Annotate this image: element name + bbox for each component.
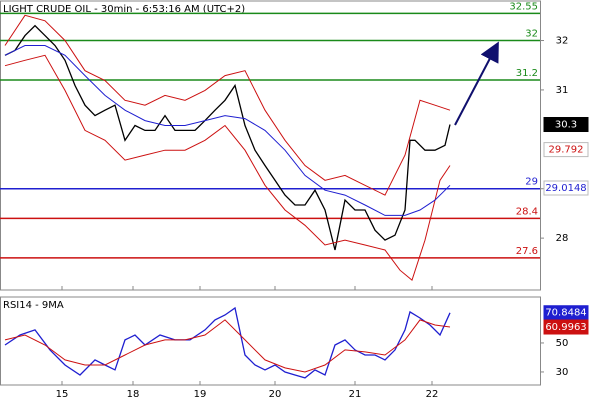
series-line bbox=[4, 14, 451, 196]
level-label: 31.2 bbox=[516, 68, 538, 79]
x-tick-label: 18 bbox=[127, 389, 140, 400]
level-label: 29 bbox=[525, 177, 538, 188]
series-line bbox=[4, 54, 451, 281]
price-badge bbox=[543, 117, 589, 133]
price-badge-label: 29.0148 bbox=[545, 183, 586, 194]
price-badge bbox=[543, 319, 589, 335]
x-tick-label: 19 bbox=[194, 389, 207, 400]
x-tick-label: 20 bbox=[269, 389, 282, 400]
x-tick-label: 15 bbox=[56, 389, 69, 400]
series-line bbox=[4, 24, 451, 251]
series-line bbox=[4, 45, 451, 216]
panel-frame bbox=[0, 296, 541, 386]
panel-frame bbox=[0, 0, 541, 291]
series-line bbox=[4, 319, 451, 373]
series-line bbox=[4, 306, 451, 379]
price-badge-label: 70.8484 bbox=[545, 308, 586, 319]
x-tick-label: 22 bbox=[426, 389, 439, 400]
x-tick-label: 21 bbox=[349, 389, 362, 400]
price-badge bbox=[543, 142, 589, 158]
price-badge-label: 30.3 bbox=[555, 120, 577, 131]
panel-title: LIGHT CRUDE OIL - 30min - 6:53:16 AM (UT… bbox=[3, 4, 245, 15]
level-label: 32.55 bbox=[509, 1, 538, 12]
y-tick-label: 28 bbox=[556, 233, 569, 244]
y-tick-label: 30 bbox=[556, 367, 569, 378]
level-label: 32 bbox=[525, 29, 538, 40]
level-label: 28.4 bbox=[516, 206, 538, 217]
price-badge-label: 60.9963 bbox=[545, 322, 586, 333]
y-tick-label: 31 bbox=[556, 85, 569, 96]
level-label: 27.6 bbox=[516, 246, 538, 257]
price-badge bbox=[543, 180, 589, 196]
price-badge-label: 29.792 bbox=[549, 145, 584, 156]
panel-title: RSI14 - 9MA bbox=[3, 300, 64, 311]
y-tick-label: 32 bbox=[556, 36, 569, 47]
y-tick-label: 50 bbox=[556, 338, 569, 349]
trend-arrow bbox=[454, 41, 499, 126]
